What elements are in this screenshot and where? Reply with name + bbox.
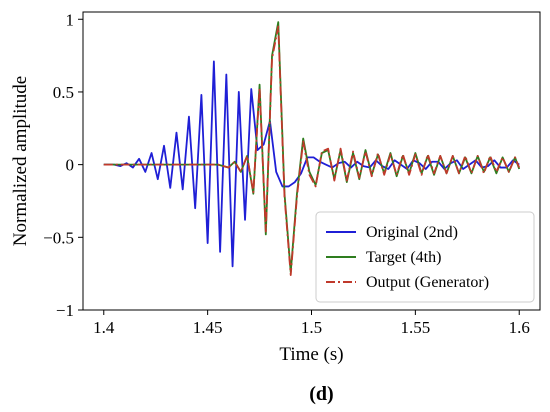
x-axis-ticks: 1.4 1.45 1.5 1.55 1.6 — [93, 310, 530, 337]
x-tick-label: 1.6 — [509, 318, 530, 337]
x-tick-label: 1.4 — [93, 318, 115, 337]
y-tick-label: 1 — [66, 10, 75, 29]
x-axis-label: Time (s) — [279, 344, 343, 365]
y-tick-label: 0.5 — [53, 83, 74, 102]
legend-box — [315, 211, 535, 303]
legend-label: Original (2nd) — [366, 224, 458, 241]
x-tick-label: 1.5 — [301, 318, 322, 337]
x-tick-label: 1.55 — [400, 318, 430, 337]
y-tick-label: 0 — [66, 156, 75, 175]
y-axis-ticks: −1 −0.5 0 0.5 1 — [43, 10, 83, 320]
legend-label: Target (4th) — [366, 249, 441, 266]
legend-label: Output (Generator) — [366, 274, 489, 291]
y-axis-label: Normalized amplitude — [10, 76, 31, 246]
series-line-3 — [103, 25, 521, 277]
y-tick-label: −0.5 — [43, 228, 74, 247]
plot-area — [103, 21, 521, 277]
panel-label: (d) — [309, 383, 333, 405]
x-tick-label: 1.45 — [193, 318, 223, 337]
legend: Original (2nd) Target (4th) Output (Genera… — [315, 211, 535, 303]
y-tick-label: −1 — [56, 301, 74, 320]
